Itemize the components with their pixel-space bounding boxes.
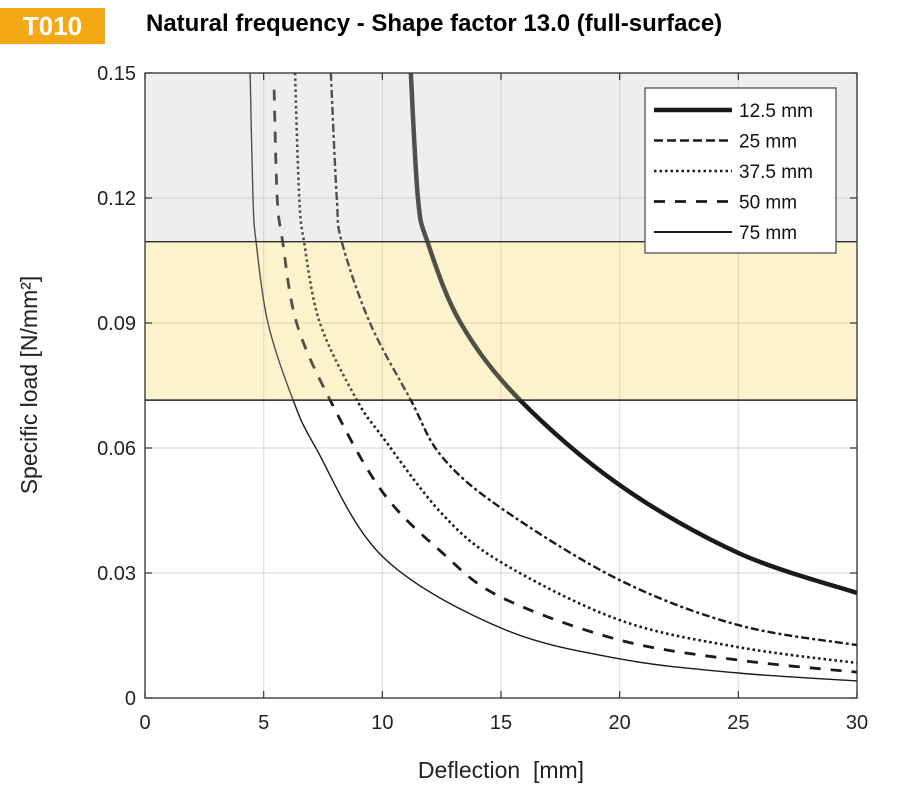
- series-line-75-mm: [249, 72, 858, 682]
- series-line-12-5-mm: [408, 72, 858, 596]
- y-tick-label: 0.09: [97, 313, 136, 335]
- legend-label: 12.5 mm: [739, 101, 813, 122]
- x-tick-label: 10: [371, 712, 393, 734]
- y-axis-label: Specific load [N/mm²]: [16, 276, 42, 495]
- chart-id-badge: T010: [0, 8, 105, 44]
- series-line-37-5-mm: [293, 72, 858, 665]
- yellow-zone-band-overlay: [145, 241, 857, 401]
- y-tick-label: 0.15: [97, 63, 136, 85]
- x-axis-label: Deflection [mm]: [418, 757, 584, 783]
- y-tick-label: 0.12: [97, 188, 136, 210]
- series-line-25-mm: [329, 72, 858, 647]
- legend-label: 37.5 mm: [739, 162, 813, 183]
- legend: 12.5 mm 25 mm 37.5 mm 50 mm 75 mm: [644, 87, 837, 254]
- x-tick-label: 20: [609, 712, 631, 734]
- x-tick-label: 25: [727, 712, 749, 734]
- yellow-zone-band: [145, 241, 857, 401]
- x-tick-label: 5: [258, 712, 269, 734]
- y-tick-label: 0.03: [97, 563, 136, 585]
- chart-title: Natural frequency - Shape factor 13.0 (f…: [146, 10, 723, 37]
- y-tick-label: 0.06: [97, 438, 136, 460]
- legend-label: 50 mm: [739, 193, 797, 214]
- x-tick-label: 30: [846, 712, 868, 734]
- series-line-50-mm: [272, 89, 858, 674]
- y-tick-label: 0: [125, 688, 136, 710]
- legend-label: 25 mm: [739, 132, 797, 153]
- x-tick-label: 15: [490, 712, 512, 734]
- legend-label: 75 mm: [739, 223, 797, 244]
- x-tick-label: 0: [139, 712, 150, 734]
